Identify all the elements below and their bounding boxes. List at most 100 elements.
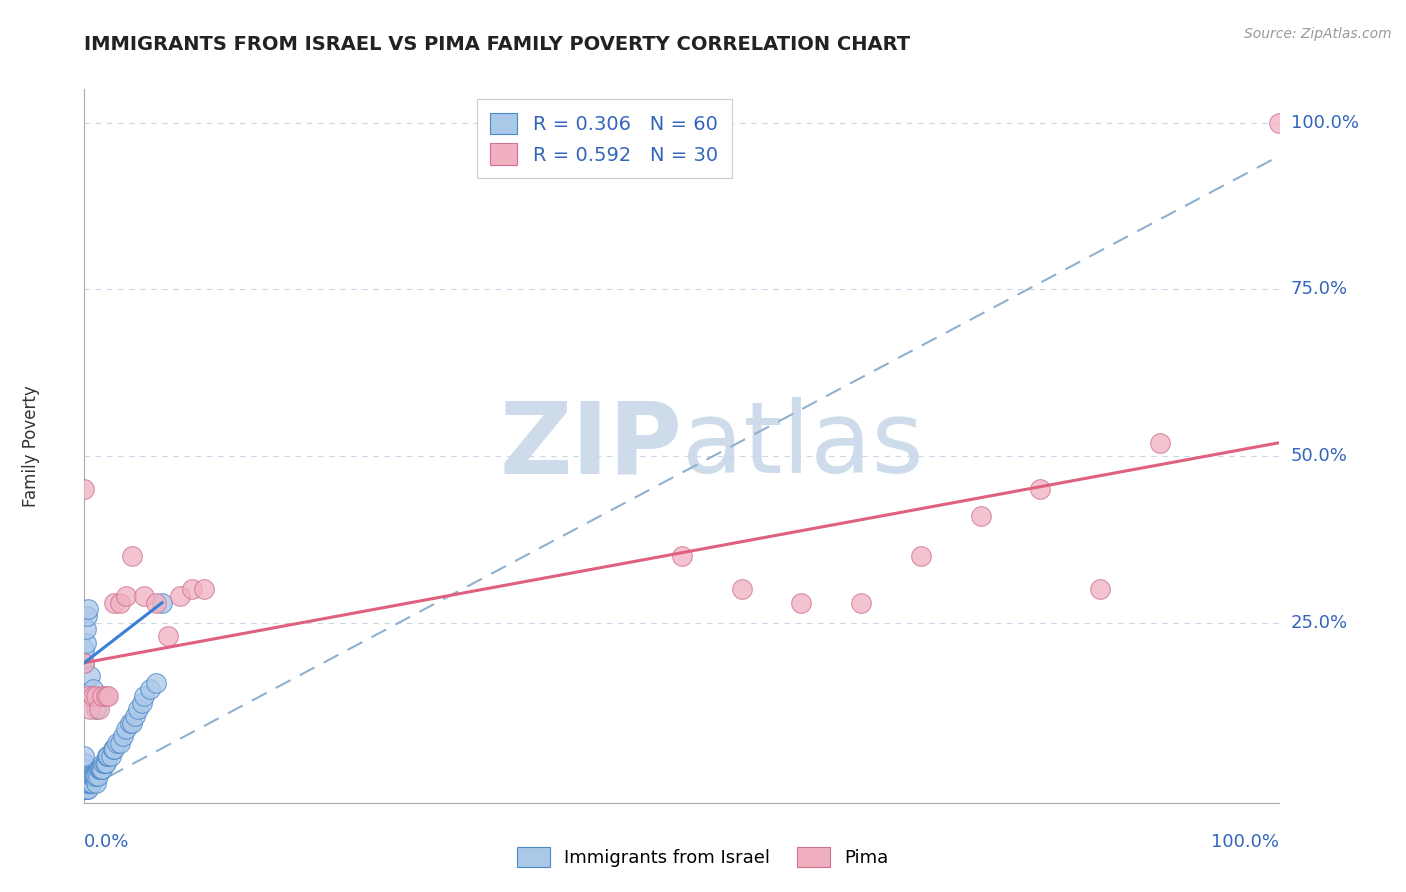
Point (91, 763, 114, 777)
Point (910, 549, 932, 563)
Text: 25.0%: 25.0% (1291, 614, 1348, 632)
Point (1268, 115, 1291, 129)
Point (731, 582, 754, 597)
Point (671, 549, 693, 563)
Point (157, 629, 180, 643)
Point (73, 656, 96, 670)
Point (790, 596, 813, 610)
Point (84, 689, 107, 703)
Point (91, 689, 114, 703)
Text: Source: ZipAtlas.com: Source: ZipAtlas.com (1244, 27, 1392, 41)
Text: IMMIGRANTS FROM ISRAEL VS PIMA FAMILY POVERTY CORRELATION CHART: IMMIGRANTS FROM ISRAEL VS PIMA FAMILY PO… (84, 35, 911, 54)
Point (132, 689, 156, 703)
Point (77, 776, 100, 790)
Point (73, 756, 96, 770)
Point (87, 763, 110, 777)
Point (73, 776, 96, 790)
Point (76, 776, 98, 790)
Text: 100.0%: 100.0% (1212, 833, 1279, 851)
Point (103, 596, 125, 610)
Text: 50.0%: 50.0% (1291, 447, 1347, 465)
Point (1088, 582, 1111, 597)
Point (118, 715, 141, 730)
Point (73, 769, 96, 783)
Point (150, 596, 173, 610)
Point (73, 769, 96, 783)
Point (121, 549, 143, 563)
Text: 0.0%: 0.0% (84, 833, 129, 851)
Point (84, 769, 107, 783)
Point (1149, 435, 1171, 450)
Point (80, 769, 103, 783)
Point (76, 782, 98, 797)
Point (73, 642, 96, 657)
Point (79, 769, 101, 783)
Point (77, 602, 100, 616)
Point (73, 656, 96, 670)
Point (110, 596, 132, 610)
Point (180, 582, 202, 597)
Point (97, 689, 120, 703)
Point (79, 669, 101, 683)
Point (77, 776, 100, 790)
Point (87, 702, 110, 716)
Point (86, 769, 108, 783)
Point (169, 589, 191, 603)
Point (110, 736, 132, 750)
Point (89, 763, 111, 777)
Point (76, 609, 98, 624)
Point (94, 689, 117, 703)
Point (73, 782, 96, 797)
Point (73, 749, 96, 764)
Point (75, 636, 97, 650)
Point (121, 715, 143, 730)
Point (105, 736, 128, 750)
Text: 100.0%: 100.0% (1291, 113, 1358, 131)
Point (124, 709, 146, 723)
Point (193, 582, 215, 597)
Point (145, 675, 167, 690)
Point (75, 623, 97, 637)
Point (84, 776, 107, 790)
Point (79, 702, 101, 716)
Point (97, 749, 120, 764)
Text: Family Poverty: Family Poverty (21, 385, 39, 507)
Text: 75.0%: 75.0% (1291, 280, 1348, 298)
Point (115, 723, 138, 737)
Text: ZIP: ZIP (499, 398, 682, 494)
Point (77, 782, 100, 797)
Point (73, 763, 96, 777)
Point (127, 702, 149, 716)
Point (90, 763, 112, 777)
Point (77, 689, 100, 703)
Point (145, 596, 167, 610)
Point (82, 769, 104, 783)
Point (73, 776, 96, 790)
Point (79, 776, 101, 790)
Point (84, 769, 107, 783)
Point (101, 742, 124, 756)
Legend: Immigrants from Israel, Pima: Immigrants from Israel, Pima (510, 839, 896, 874)
Point (115, 589, 138, 603)
Point (73, 483, 96, 497)
Point (132, 589, 156, 603)
Point (73, 782, 96, 797)
Point (73, 782, 96, 797)
Text: atlas: atlas (682, 398, 924, 494)
Point (94, 756, 117, 770)
Point (139, 682, 162, 697)
Point (96, 749, 118, 764)
Point (100, 749, 122, 764)
Point (77, 769, 100, 783)
Point (83, 769, 105, 783)
Point (103, 742, 125, 756)
Point (111, 729, 134, 743)
Point (131, 696, 153, 710)
Point (82, 689, 104, 703)
Point (82, 682, 104, 697)
Point (80, 776, 103, 790)
Point (1029, 483, 1052, 497)
Point (93, 756, 115, 770)
Point (849, 596, 872, 610)
Point (84, 702, 107, 716)
